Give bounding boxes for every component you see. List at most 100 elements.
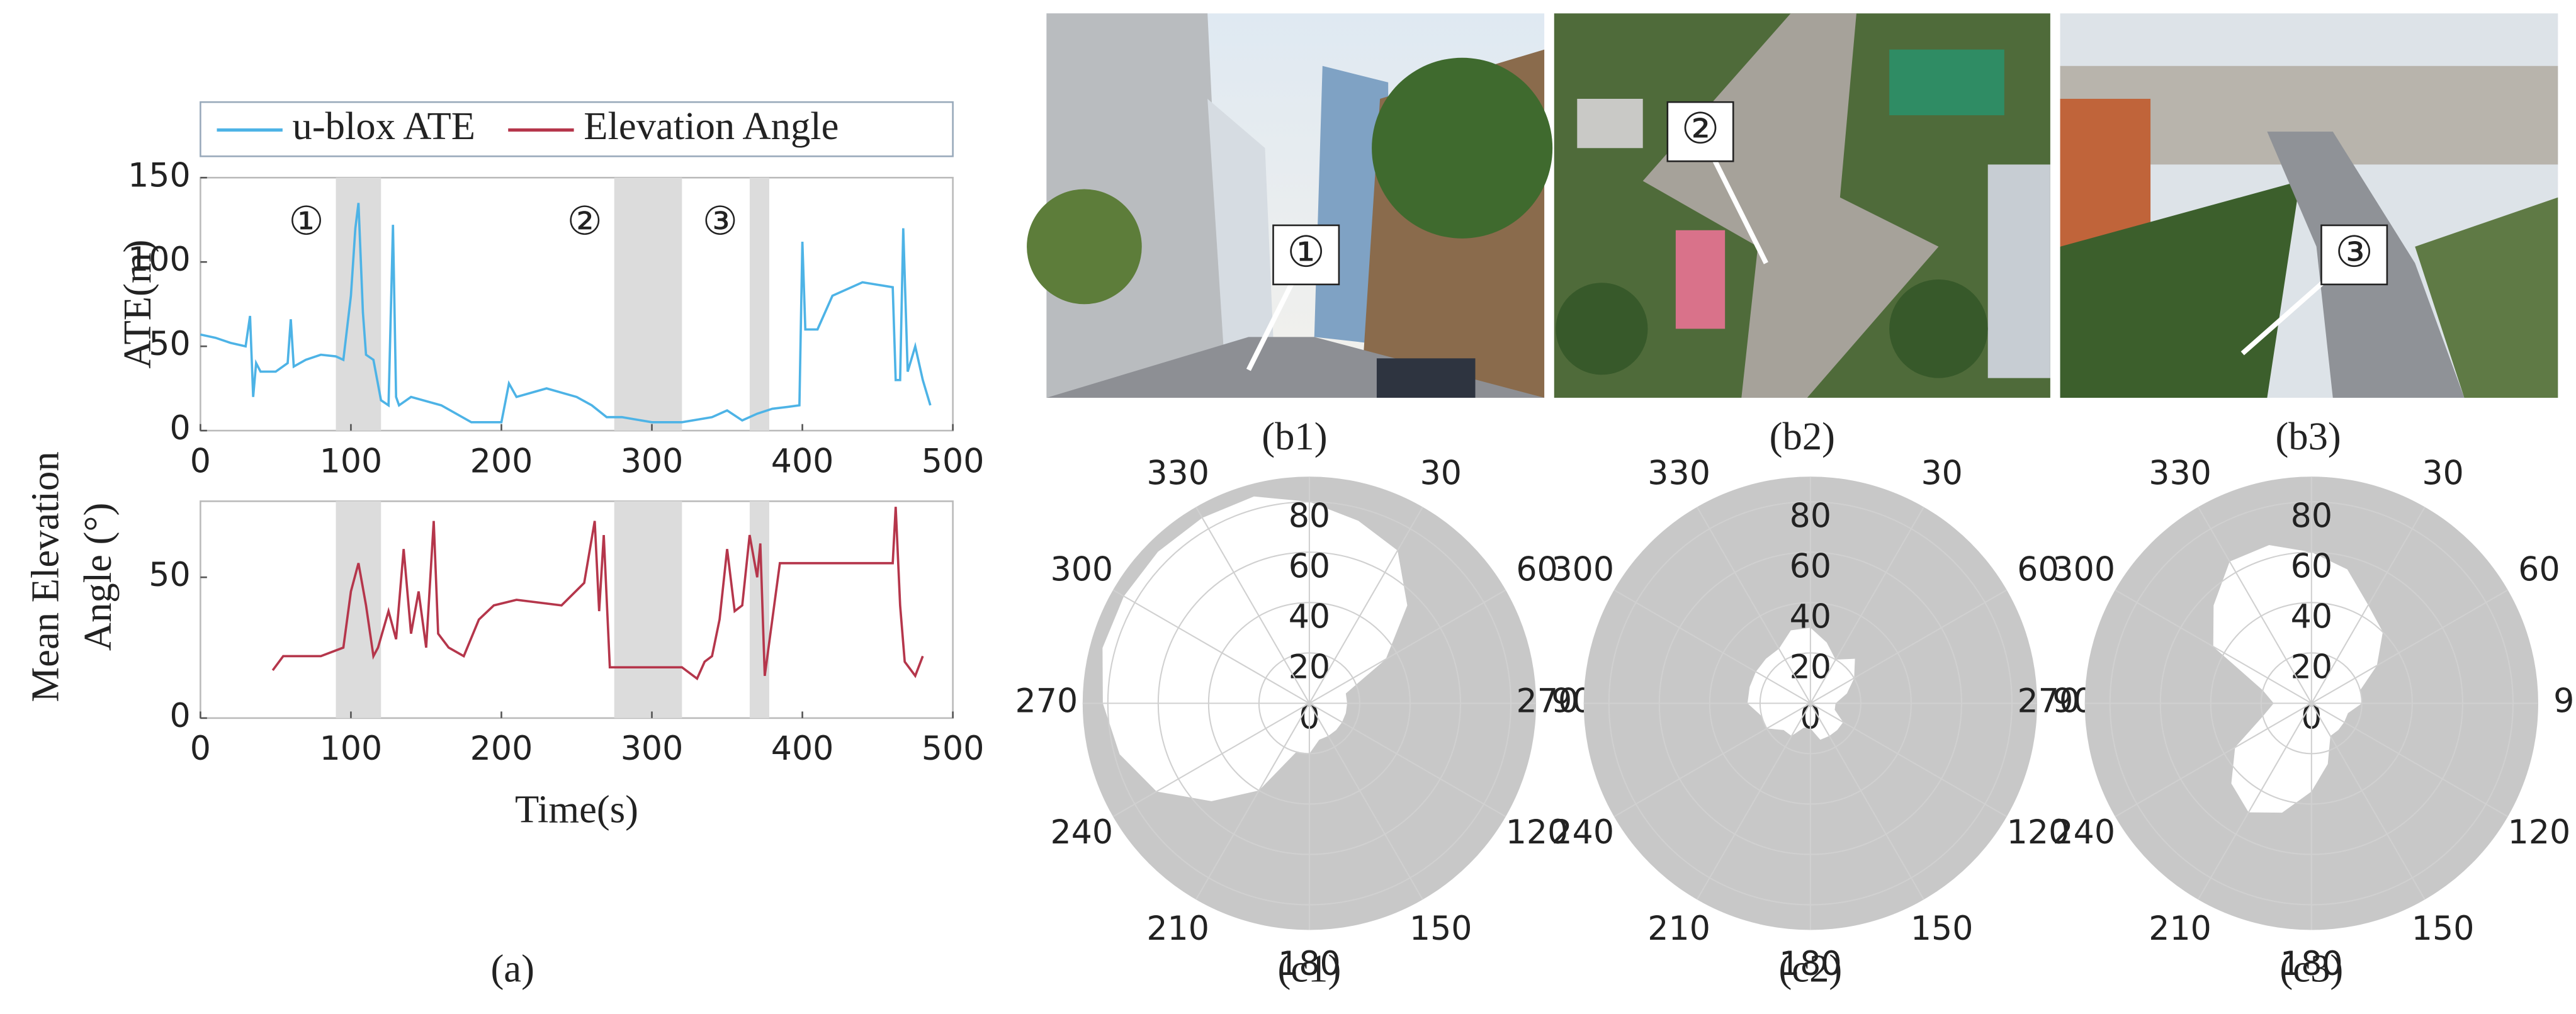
spoke-grid [2115, 702, 2312, 818]
x-tick-label: 500 [922, 442, 985, 480]
spoke-grid [1309, 702, 1506, 818]
theta-tick-label: 300 [1051, 551, 1114, 589]
theta-tick-label: 30 [1921, 455, 1962, 493]
theta-tick-label: 60 [1516, 551, 1557, 589]
shaded-region [614, 177, 682, 431]
y-tick-label: 0 [170, 410, 191, 448]
spoke-grid [2311, 589, 2509, 704]
spoke-grid [1696, 702, 1811, 900]
spoke-grid [2197, 506, 2312, 704]
theta-tick-label: 150 [1409, 910, 1472, 948]
x-tick-label: 300 [621, 730, 684, 768]
spoke-grid [1809, 702, 1924, 900]
spoke-grid [1112, 589, 1310, 704]
x-axis-label: Time(s) [515, 787, 638, 831]
y-tick-label: 50 [149, 556, 190, 594]
photo-marker: ③ [2335, 227, 2373, 277]
spoke-grid [1809, 506, 1924, 704]
spoke-grid [2311, 702, 2509, 818]
legend-box [200, 101, 954, 157]
y-tick-label: 100 [128, 241, 191, 279]
panel-caption: (a) [490, 947, 534, 991]
theta-tick-label: 210 [1647, 910, 1710, 948]
photo-b2 [1554, 13, 2050, 398]
spoke-grid [1309, 589, 1506, 704]
theta-tick-label: 270 [1015, 682, 1078, 720]
x-tick-label: 100 [320, 442, 383, 480]
theta-tick-label: 270 [1517, 682, 1579, 720]
theta-tick-label: 30 [1420, 455, 1461, 493]
panel-caption: (c1) [1278, 947, 1342, 991]
theta-tick-label: 240 [1051, 814, 1114, 852]
theta-tick-label: 300 [1551, 551, 1614, 589]
x-tick-label: 200 [470, 730, 533, 768]
x-tick-label: 500 [922, 730, 985, 768]
region-annotation: ③ [703, 198, 738, 244]
data-line [200, 203, 932, 424]
y-tick-label: 150 [128, 157, 191, 194]
theta-tick-label: 120 [2508, 814, 2571, 852]
theta-tick-label: 30 [2422, 455, 2463, 493]
theta-tick-label: 120 [1506, 814, 1569, 852]
y-axis-label: Mean Elevation [23, 451, 67, 702]
theta-tick-label: 180 [1278, 945, 1341, 983]
theta-tick-label: 210 [1146, 910, 1209, 948]
spoke-grid [1613, 702, 1811, 818]
x-tick-label: 300 [621, 442, 684, 480]
theta-tick-label: 150 [2412, 910, 2475, 948]
x-tick-label: 400 [771, 730, 834, 768]
theta-tick-label: 210 [2149, 910, 2212, 948]
theta-tick-label: 300 [2052, 551, 2115, 589]
region-annotation: ① [288, 198, 324, 244]
spoke-grid [1309, 702, 1423, 900]
spoke-grid [1613, 589, 1811, 704]
theta-tick-label: 330 [2149, 455, 2212, 493]
photo-b1 [1027, 13, 1553, 398]
spoke-grid [1112, 702, 1310, 818]
spoke-grid [2310, 702, 2426, 900]
theta-tick-label: 60 [2518, 551, 2560, 589]
spoke-grid [2310, 506, 2426, 704]
shaded-region [749, 501, 769, 718]
panel-caption: (b3) [2275, 414, 2341, 458]
panel-caption: (c3) [2279, 947, 2343, 991]
plot-area [200, 176, 954, 432]
photo-marker-box [2320, 224, 2388, 286]
panel-caption: (c2) [1778, 947, 1842, 991]
theta-tick-label: 330 [1146, 455, 1209, 493]
photo-marker-box [1666, 101, 1734, 162]
theta-tick-label: 60 [2017, 551, 2059, 589]
theta-tick-label: 120 [2007, 814, 2070, 852]
spoke-grid [1696, 506, 1811, 704]
data-line [271, 507, 924, 681]
theta-tick-label: 180 [2280, 945, 2343, 983]
y-tick-label: 0 [170, 697, 191, 735]
theta-tick-label: 270 [2017, 682, 2080, 720]
legend-label: Elevation Angle [584, 104, 839, 148]
theta-tick-label: 240 [1551, 814, 1614, 852]
panel-caption: (b1) [1262, 414, 1327, 458]
x-tick-label: 0 [190, 442, 211, 480]
region-annotation: ② [567, 198, 602, 244]
spoke-grid [1195, 702, 1310, 900]
legend-label: u-blox ATE [293, 104, 476, 148]
shaded-region [614, 501, 682, 718]
open-sky-area [1102, 496, 1408, 801]
theta-tick-label: 330 [1647, 455, 1710, 493]
shaded-region [749, 177, 769, 431]
theta-tick-label: 180 [1779, 945, 1842, 983]
x-tick-label: 200 [470, 442, 533, 480]
photo-marker-box [1272, 224, 1340, 286]
x-tick-label: 0 [190, 730, 211, 768]
y-axis-label: Angle (°) [76, 503, 120, 651]
plot-area [200, 500, 954, 719]
x-tick-label: 100 [320, 730, 383, 768]
photo-b3 [2060, 13, 2558, 398]
panel-caption: (b2) [1770, 414, 1835, 458]
spoke-grid [1810, 589, 2008, 704]
spoke-grid [1810, 702, 2008, 818]
photo-marker: ① [1287, 227, 1325, 277]
y-tick-label: 50 [149, 325, 190, 363]
